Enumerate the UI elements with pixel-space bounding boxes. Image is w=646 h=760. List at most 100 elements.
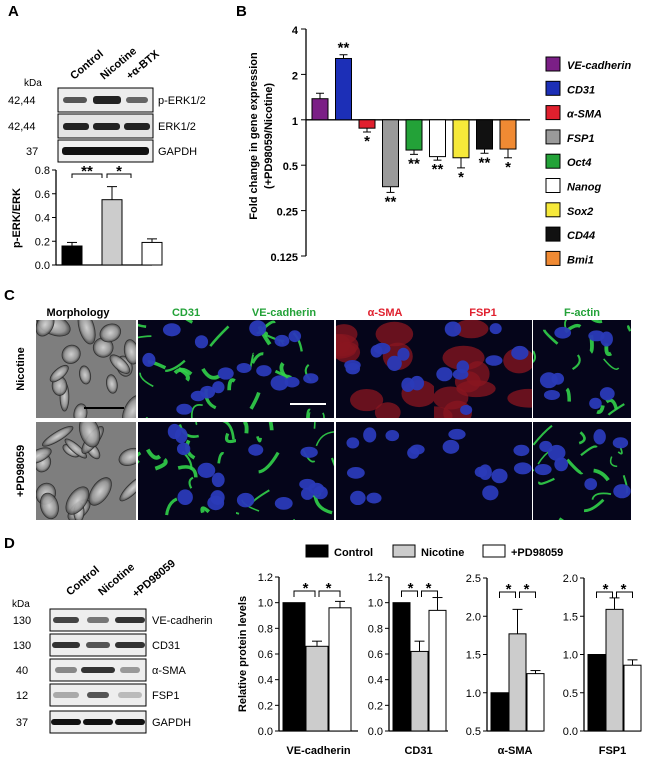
bar xyxy=(429,119,446,158)
y-tick-label: 0.4 xyxy=(35,213,50,225)
band xyxy=(93,123,120,130)
y-tick-label: 0.0 xyxy=(368,726,383,738)
band xyxy=(53,617,79,623)
sig-label: ** xyxy=(479,154,491,171)
column-header: F-actin xyxy=(564,307,600,319)
panel-c-micrographs: Morphology CD31 VE-cadherin α-SMA FSP1 F-acti… xyxy=(15,307,631,520)
legend-swatch xyxy=(545,56,561,72)
micrograph-factin-nicotine xyxy=(533,320,631,418)
bar xyxy=(452,119,470,159)
panel-label-c: C xyxy=(4,287,15,304)
legend-swatch xyxy=(305,544,329,558)
legend-swatch xyxy=(545,105,561,121)
bar xyxy=(499,119,517,150)
bar xyxy=(101,199,123,266)
bar xyxy=(141,241,163,266)
row-label: +PD98059 xyxy=(15,445,27,497)
y-tick-label: 0.0 xyxy=(563,726,578,738)
bar xyxy=(508,633,527,732)
bar xyxy=(587,654,606,732)
sig-label: * xyxy=(408,580,414,597)
sig-bracket xyxy=(616,591,633,598)
legend-swatch xyxy=(482,544,506,558)
legend-label: FSP1 xyxy=(567,133,595,145)
column-header: Morphology xyxy=(47,307,111,319)
panel-label-d: D xyxy=(4,535,15,552)
sig-label: ** xyxy=(338,40,350,57)
y-tick-label: 0.0 xyxy=(258,726,273,738)
y-axis-label: Relative protein levels xyxy=(237,596,249,712)
band xyxy=(86,642,110,648)
sig-label: * xyxy=(524,581,530,598)
sig-label: * xyxy=(303,580,309,597)
band xyxy=(115,719,145,725)
micrograph-vecadherin-nicotine xyxy=(236,320,334,418)
y-tick-label: 2.0 xyxy=(563,573,578,585)
legend-label: Bmi1 xyxy=(567,254,594,266)
panel-label-b: B xyxy=(236,3,247,20)
legend-label: VE-cadherin xyxy=(567,60,631,72)
mw-label: 40 xyxy=(16,665,28,677)
chart-a: 0.0 0.2 0.4 0.6 0.8 p-ERK/ERK xyxy=(11,165,163,272)
y-tick-label: 1.5 xyxy=(466,650,481,662)
y-axis-label-2: (+PD98059/Nicotine) xyxy=(263,83,275,189)
band xyxy=(55,667,77,673)
bar xyxy=(392,602,411,732)
micrograph-morphology-pd98059 xyxy=(36,422,136,520)
band xyxy=(81,667,115,673)
kda-label: kDa xyxy=(24,78,42,89)
legend-label: CD31 xyxy=(567,84,595,96)
lane-label-pd-d: +PD98059 xyxy=(130,557,178,600)
panel-a-blot: Control Nicotine +α-BTX kDa 42,44 p-ERK1… xyxy=(8,45,206,163)
y-tick-label: 0.25 xyxy=(277,207,298,219)
bar xyxy=(405,119,423,151)
y-tick-label: 0.2 xyxy=(258,700,273,712)
sig-label: * xyxy=(426,580,432,597)
legend-label: Nanog xyxy=(567,182,602,194)
y-tick-label: 0.6 xyxy=(35,189,50,201)
band xyxy=(115,642,145,648)
blot-label-erk: ERK1/2 xyxy=(158,121,196,133)
legend-label: Oct4 xyxy=(567,157,591,169)
sig-bracket xyxy=(293,590,316,597)
micrograph-factin-pd98059 xyxy=(533,422,631,520)
y-tick-label: 1.0 xyxy=(258,598,273,610)
band xyxy=(87,692,109,698)
y-tick-label: 0.2 xyxy=(368,700,383,712)
y-tick-label: 2.5 xyxy=(466,573,481,585)
sig-label: * xyxy=(506,581,512,598)
blot-label-gapdh: GAPDH xyxy=(158,146,197,158)
chart-b: 4 2 1 0.5 0.25 0.125 Fold change in gene expre… xyxy=(248,25,530,264)
micrograph-morphology-nicotine xyxy=(36,320,136,418)
lane-label-control: Control xyxy=(68,48,106,82)
charts-d: 0.0 0.2 0.4 0.6 0.8 1.0 1.2 VE-cadherin * * Relati… xyxy=(237,572,642,757)
y-tick-label: 1.0 xyxy=(563,650,578,662)
sig-bracket xyxy=(519,591,536,598)
column-header: FSP1 xyxy=(469,307,497,319)
sig-bracket xyxy=(318,590,341,597)
y-tick-label: 2 xyxy=(292,70,298,82)
y-tick-label: 0.5 xyxy=(466,726,481,738)
micrograph-sma-nicotine xyxy=(336,320,434,418)
bar xyxy=(311,98,329,121)
legend-swatch xyxy=(545,226,561,242)
y-tick-label: 0.125 xyxy=(270,252,298,264)
panel-d-blot: Control Nicotine +PD98059 kDa xyxy=(12,557,178,610)
band xyxy=(63,97,87,103)
y-tick-label: 0.4 xyxy=(258,675,273,687)
sig-bracket xyxy=(596,591,613,598)
band xyxy=(93,96,121,104)
bar xyxy=(410,650,429,732)
mw-label: 12 xyxy=(16,690,28,702)
bar xyxy=(382,119,399,188)
sig-label: * xyxy=(621,581,627,598)
y-tick-label: 0.6 xyxy=(258,649,273,661)
legend-swatch xyxy=(545,202,561,218)
y-tick-label: 0.2 xyxy=(35,236,50,248)
band xyxy=(124,123,150,130)
column-header: α-SMA xyxy=(368,307,403,319)
bar xyxy=(526,673,545,732)
row-label: Nicotine xyxy=(15,347,27,390)
mw-label: 130 xyxy=(13,615,31,627)
